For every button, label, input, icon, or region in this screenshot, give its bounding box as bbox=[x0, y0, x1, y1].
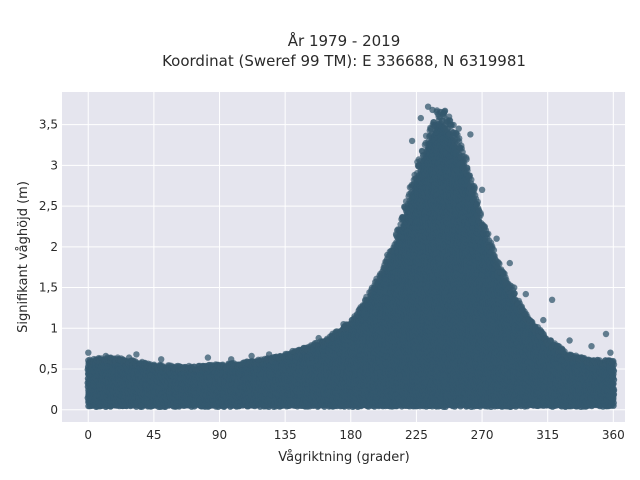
chart-title-line2: Koordinat (Sweref 99 TM): E 336688, N 63… bbox=[162, 52, 526, 70]
chart-title-line1: År 1979 - 2019 bbox=[288, 31, 401, 50]
